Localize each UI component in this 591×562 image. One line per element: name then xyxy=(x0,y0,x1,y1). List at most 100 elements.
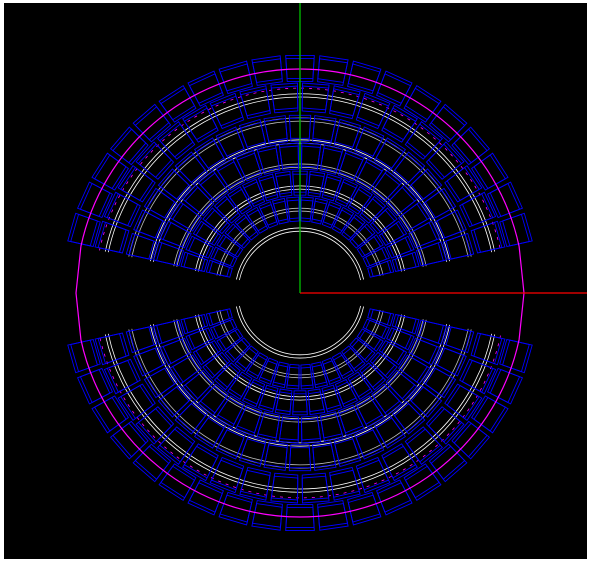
detector-module xyxy=(502,213,530,247)
detector-module xyxy=(159,428,194,463)
detector-module xyxy=(239,438,266,465)
detector-module xyxy=(418,242,444,266)
3d-viewport[interactable] xyxy=(4,3,587,559)
detector-module xyxy=(160,386,190,416)
detector-module xyxy=(240,469,271,498)
detector-module xyxy=(502,339,530,373)
detector-module xyxy=(385,184,418,217)
detector-module xyxy=(406,123,441,158)
detector-module xyxy=(212,319,235,339)
detector-wireframe-scene[interactable] xyxy=(4,3,587,559)
inner-ring-arc xyxy=(194,315,406,401)
detector-module xyxy=(312,444,336,468)
detector-module xyxy=(70,339,98,373)
detector-module xyxy=(218,235,241,257)
detector-module xyxy=(430,106,466,141)
detector-module xyxy=(489,369,521,404)
detector-module xyxy=(236,347,258,370)
detector-module xyxy=(311,200,328,222)
detector-module xyxy=(342,347,364,370)
detector-module xyxy=(359,235,382,257)
detector-module xyxy=(270,475,299,501)
detector-module xyxy=(216,129,245,157)
detector-module xyxy=(349,373,372,398)
inner-ring-arc xyxy=(236,306,364,359)
inner-ring-arc xyxy=(239,305,361,356)
detector-module xyxy=(385,369,418,402)
detector-module xyxy=(239,121,266,148)
detector-module xyxy=(461,359,494,393)
detector-module xyxy=(355,429,384,457)
detector-module xyxy=(359,329,382,351)
detector-module xyxy=(436,347,465,376)
detector-module xyxy=(355,129,384,157)
detector-module xyxy=(76,181,113,219)
detector-module xyxy=(369,308,392,326)
detector-module xyxy=(369,260,392,278)
detector-module xyxy=(307,173,325,195)
detector-module xyxy=(97,221,127,253)
detector-module xyxy=(195,222,219,245)
detector-module xyxy=(243,381,265,405)
detector-module xyxy=(199,385,228,414)
detector-module xyxy=(473,221,503,253)
detector-module xyxy=(301,418,321,441)
detector-module xyxy=(317,58,349,83)
detector-module xyxy=(259,204,278,226)
detector-module xyxy=(410,221,438,248)
detector-module xyxy=(372,385,401,414)
detector-module xyxy=(160,87,196,121)
detector-module xyxy=(376,70,413,107)
detector-module xyxy=(301,145,321,168)
detector-module xyxy=(215,198,240,222)
detector-module xyxy=(247,354,267,377)
detector-module xyxy=(93,396,127,432)
detector-module xyxy=(487,367,524,405)
detector-module xyxy=(182,184,215,217)
detector-module xyxy=(279,145,299,168)
detector-module xyxy=(410,338,438,365)
detector-module xyxy=(134,445,170,480)
detector-module xyxy=(320,414,343,439)
detector-module xyxy=(473,154,507,190)
detector-module xyxy=(79,369,111,404)
detector-module xyxy=(183,107,218,141)
detector-module xyxy=(288,444,312,472)
detector-module xyxy=(188,328,212,350)
detector-module xyxy=(195,139,225,169)
detector-module xyxy=(311,364,328,386)
detector-module xyxy=(160,465,196,499)
detector-module xyxy=(183,252,206,272)
detector-module xyxy=(240,88,271,117)
detector-module xyxy=(322,204,341,226)
detector-module xyxy=(322,387,341,410)
detector-module xyxy=(388,236,412,258)
detector-module xyxy=(182,369,215,402)
detector-module xyxy=(176,153,207,184)
detector-module xyxy=(217,161,244,189)
detector-module xyxy=(381,222,405,245)
detector-module xyxy=(404,87,440,121)
detector-module xyxy=(251,503,283,528)
detector-module xyxy=(400,355,428,383)
detector-module xyxy=(292,173,308,193)
detector-module xyxy=(106,193,139,227)
detector-module xyxy=(356,161,383,189)
detector-module xyxy=(162,338,190,365)
detector-module xyxy=(76,367,113,405)
inner-ring-arc xyxy=(149,324,451,447)
detector-module xyxy=(236,152,262,179)
boundary-dashed-arc xyxy=(99,87,501,251)
detector-module xyxy=(333,354,353,377)
detector-module xyxy=(217,397,244,425)
detector-module xyxy=(289,117,311,139)
detector-module xyxy=(243,181,265,205)
detector-module xyxy=(453,422,488,458)
detector-module xyxy=(365,319,388,339)
detector-module xyxy=(424,189,454,219)
boundary-dashed-arc xyxy=(99,335,501,499)
detector-module xyxy=(289,447,311,469)
detector-module xyxy=(120,384,154,420)
detector-module xyxy=(473,333,503,365)
detector-module xyxy=(279,418,299,441)
